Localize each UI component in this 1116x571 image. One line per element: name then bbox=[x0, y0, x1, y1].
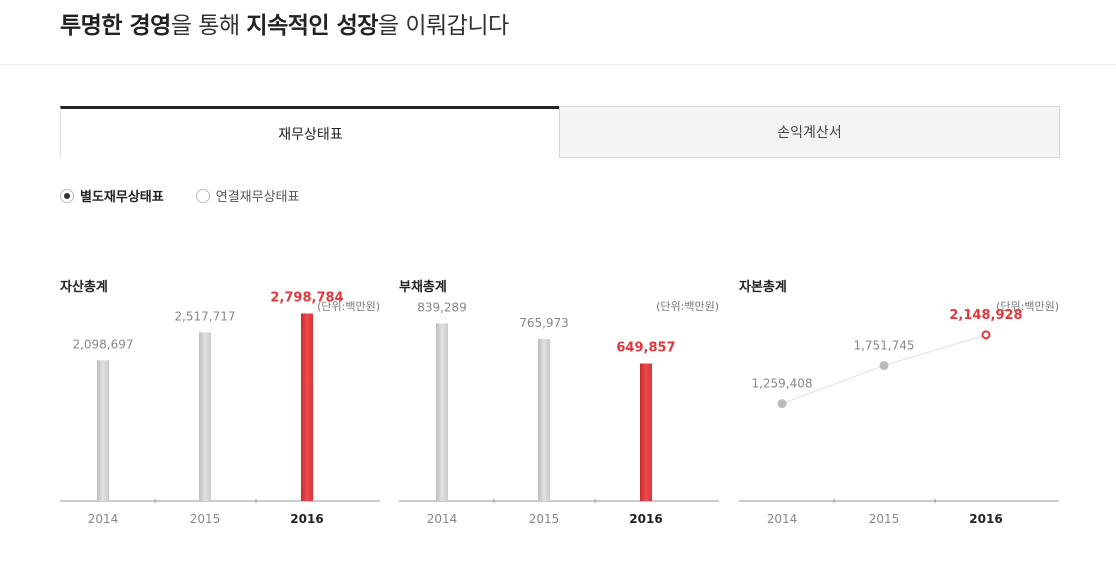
bar bbox=[199, 332, 211, 501]
radio-consolidated-statement[interactable]: 연결재무상태표 bbox=[195, 186, 300, 205]
x-tick-label: 2016 bbox=[969, 512, 1002, 526]
x-tick-label: 2014 bbox=[767, 512, 798, 526]
chart-panel-total-liabilities: 부채총계 (단위:백만원) 2014 2015 2016 839,289 765,973… bbox=[399, 270, 719, 530]
bar-value-label: 649,857 bbox=[616, 341, 675, 356]
tab-income-statement-label: 손익계산서 bbox=[777, 125, 842, 141]
point-value-label: 1,259,408 bbox=[751, 377, 812, 391]
data-point bbox=[777, 399, 787, 409]
page-headline: 투명한 경영을 통해 지속적인 성장을 이뤄갑니다 bbox=[60, 6, 509, 40]
bar bbox=[97, 360, 109, 501]
x-tick-label: 2016 bbox=[290, 512, 323, 526]
bar-value-label: 765,973 bbox=[519, 316, 569, 330]
point-value-label: 1,751,745 bbox=[853, 339, 914, 353]
x-tick-label: 2015 bbox=[869, 512, 900, 526]
radio-separate-statement[interactable]: 별도재무상태표 bbox=[60, 186, 164, 205]
chart-unit: (단위:백만원) bbox=[996, 300, 1059, 313]
bar bbox=[538, 338, 550, 501]
tab-income-statement[interactable]: 손익계산서 bbox=[559, 106, 1060, 158]
tab-balance-sheet-label: 재무상태표 bbox=[278, 126, 343, 143]
header-divider bbox=[0, 64, 1116, 65]
bar-value-label: 2,798,784 bbox=[270, 290, 343, 305]
radio-checked-icon bbox=[60, 188, 74, 203]
chart-title: 부채총계 bbox=[399, 280, 447, 295]
x-tick-label: 2015 bbox=[529, 512, 560, 526]
headline-text-1: 을 통해 bbox=[170, 13, 247, 39]
chart-panel-total-assets: 자산총계 (단위:백만원) 2014 2015 2016 2,098,697 2,517… bbox=[60, 270, 380, 530]
radio-consolidated-label: 연결재무상태표 bbox=[215, 190, 300, 205]
bar bbox=[436, 323, 448, 501]
x-tick-label: 2015 bbox=[190, 512, 221, 526]
bar-value-label: 839,289 bbox=[417, 300, 467, 314]
x-tick-label: 2014 bbox=[88, 512, 119, 526]
headline-bold-2: 지속적인 성장 bbox=[246, 13, 378, 39]
data-point bbox=[981, 330, 991, 340]
statement-tabs: 재무상태표 손익계산서 bbox=[60, 106, 1060, 158]
radio-separate-label: 별도재무상태표 bbox=[80, 190, 164, 205]
bar-value-label: 2,517,717 bbox=[174, 309, 235, 323]
bar bbox=[301, 313, 313, 501]
chart-unit: (단위:백만원) bbox=[656, 300, 719, 313]
headline-text-2: 을 이뤄갑니다 bbox=[377, 13, 509, 39]
chart-title: 자본총계 bbox=[739, 280, 787, 295]
data-point bbox=[879, 361, 889, 371]
x-tick-label: 2014 bbox=[427, 512, 458, 526]
chart-unit: (단위:백만원) bbox=[317, 300, 380, 313]
point-value-label: 2,148,928 bbox=[949, 308, 1022, 323]
tab-balance-sheet[interactable]: 재무상태표 bbox=[60, 106, 560, 158]
statement-type-radio-group: 별도재무상태표 연결재무상태표 bbox=[60, 186, 331, 205]
total-equity-chart: 2014 2015 2016 1,259,408 1,751,745 2,148,928 bbox=[739, 308, 1059, 526]
bar bbox=[640, 363, 652, 501]
x-tick-label: 2016 bbox=[629, 512, 662, 526]
total-assets-chart: 2014 2015 2016 2,098,697 2,517,717 2,798,784 bbox=[60, 290, 380, 526]
radio-unchecked-icon bbox=[195, 188, 210, 203]
total-liabilities-chart: 2014 2015 2016 839,289 765,973 649,857 bbox=[399, 300, 719, 526]
bar-value-label: 2,098,697 bbox=[72, 337, 133, 351]
headline-bold-1: 투명한 경영 bbox=[60, 13, 171, 39]
chart-panel-total-equity: 자본총계 (단위:백만원) 2014 2015 2016 1,259,408 1,751… bbox=[739, 270, 1059, 530]
chart-title: 자산총계 bbox=[60, 280, 108, 295]
